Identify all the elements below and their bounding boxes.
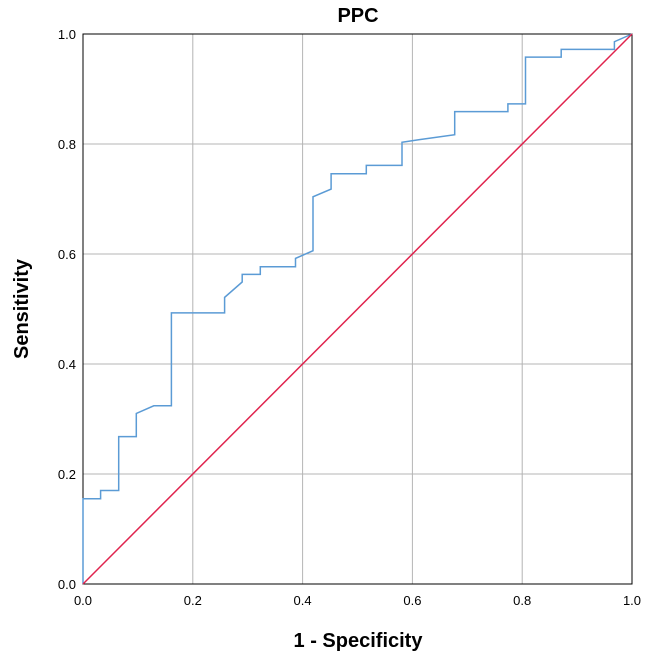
grid <box>83 34 632 584</box>
y-tick-label-5: 1.0 <box>58 27 76 42</box>
y-tick-label-1: 0.2 <box>58 467 76 482</box>
x-tick-label-2: 0.4 <box>294 593 312 608</box>
y-tick-label-0: 0.0 <box>58 577 76 592</box>
tick-labels: 0.0 0.2 0.4 0.6 0.8 1.0 0.0 0.2 0.4 0.6 0.8 1.0 <box>58 27 641 608</box>
y-tick-label-3: 0.6 <box>58 247 76 262</box>
reference-diagonal-line <box>82 33 633 585</box>
x-tick-label-5: 1.0 <box>623 593 641 608</box>
series-group <box>82 33 633 585</box>
y-tick-label-4: 0.8 <box>58 137 76 152</box>
x-tick-label-4: 0.8 <box>513 593 531 608</box>
x-tick-label-0: 0.0 <box>74 593 92 608</box>
y-axis-label: Sensitivity <box>11 258 33 359</box>
x-tick-label-3: 0.6 <box>403 593 421 608</box>
chart-title: PPC <box>337 5 378 27</box>
y-tick-label-2: 0.4 <box>58 357 76 372</box>
x-axis-label: 1 - Specificity <box>294 630 424 652</box>
roc-curve-line <box>82 33 633 584</box>
x-tick-label-1: 0.2 <box>184 593 202 608</box>
plot-frame <box>82 33 633 585</box>
